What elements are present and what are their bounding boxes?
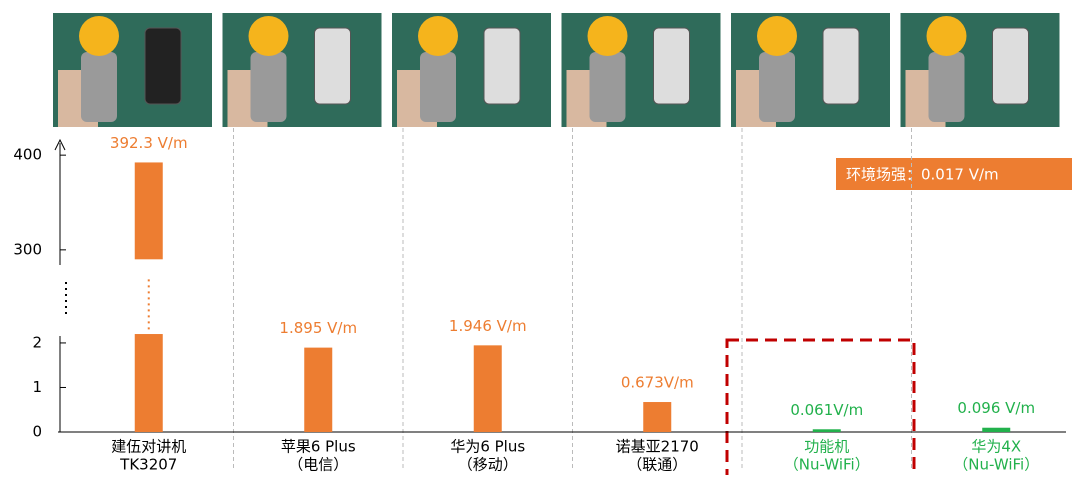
- y-tick-label: 400: [13, 146, 42, 164]
- bar: [304, 347, 333, 432]
- x-tick-note: （Nu-WiFi）: [953, 456, 1039, 474]
- y-tick-label: 300: [13, 240, 42, 258]
- x-tick-note: （电信）: [288, 456, 348, 474]
- value-label: 0.673V/m: [621, 374, 694, 392]
- photo-probe: [418, 16, 458, 56]
- highlight-box: [725, 338, 916, 479]
- photos: [53, 13, 1060, 127]
- x-tick-label: 华为4X: [971, 438, 1021, 456]
- x-tick-label: 建伍对讲机: [111, 438, 186, 456]
- x-tick-label: 苹果6 Plus: [281, 438, 356, 456]
- value-label: 1.895 V/m: [279, 319, 357, 337]
- axis-arrow: [54, 138, 66, 151]
- photo-phone: [992, 27, 1029, 105]
- photo-probe: [757, 16, 797, 56]
- bar: [643, 402, 672, 432]
- photo-meter: [81, 52, 117, 122]
- photo-phone: [822, 27, 860, 105]
- bar: [134, 334, 163, 432]
- photo-meter: [928, 52, 965, 122]
- bar: [982, 427, 1011, 432]
- annotation-box: [836, 158, 1072, 190]
- photo-phone: [144, 27, 182, 105]
- photo-meter: [420, 52, 456, 122]
- bar: [473, 345, 502, 432]
- value-label: 0.061V/m: [790, 401, 863, 419]
- value-label: 0.096 V/m: [957, 399, 1035, 417]
- photo-probe: [248, 16, 289, 56]
- x-tick-label: 诺基亚2170: [616, 438, 699, 456]
- x-tick-label: 功能机: [804, 438, 849, 456]
- bar: [812, 429, 841, 432]
- photo-probe: [79, 16, 119, 56]
- y-tick-label: 2: [32, 333, 42, 351]
- photo-phone: [314, 27, 351, 105]
- x-tick-label: 华为6 Plus: [450, 438, 525, 456]
- photo-probe: [587, 16, 628, 56]
- photo-probe: [926, 16, 967, 56]
- y-tick-label: 1: [32, 378, 42, 396]
- value-label: 392.3 V/m: [110, 134, 188, 152]
- photo-meter: [250, 52, 287, 122]
- x-tick-note: （移动）: [458, 456, 518, 474]
- photo-phone: [483, 27, 521, 105]
- x-tick-note: TK3207: [119, 456, 177, 474]
- annotation: 环境场强：0.017 V/m: [846, 166, 999, 184]
- x-tick-note: （Nu-WiFi）: [784, 456, 870, 474]
- x-tick-note: （联通）: [627, 456, 687, 474]
- value-label: 1.946 V/m: [449, 317, 527, 335]
- photo-phone: [653, 27, 690, 105]
- photo-meter: [589, 52, 626, 122]
- bar-upper: [134, 162, 163, 260]
- photo-meter: [759, 52, 795, 122]
- y-tick-label: 0: [32, 423, 42, 441]
